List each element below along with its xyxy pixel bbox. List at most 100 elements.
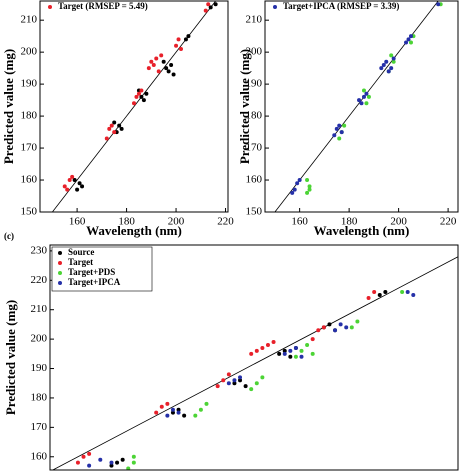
x-tick-label: 160 bbox=[69, 216, 86, 228]
point bbox=[98, 457, 103, 462]
point bbox=[400, 290, 405, 295]
y-tick-label: 200 bbox=[21, 46, 38, 58]
y-tick-label: 180 bbox=[21, 110, 38, 122]
panel-label: (c) bbox=[4, 231, 14, 241]
point bbox=[295, 181, 300, 186]
point bbox=[404, 40, 409, 45]
point bbox=[136, 91, 141, 96]
y-tick-label: 180 bbox=[246, 110, 263, 122]
point bbox=[316, 328, 321, 333]
point bbox=[406, 37, 411, 42]
point bbox=[87, 463, 92, 468]
point bbox=[139, 94, 144, 99]
point bbox=[139, 88, 144, 93]
point bbox=[389, 66, 394, 71]
point bbox=[203, 8, 208, 13]
point bbox=[260, 345, 265, 350]
point bbox=[288, 348, 293, 353]
point bbox=[183, 37, 188, 42]
y-tick-label: 160 bbox=[21, 174, 38, 186]
point bbox=[307, 184, 312, 189]
point bbox=[292, 187, 297, 192]
point bbox=[132, 101, 136, 106]
legend-label: Source bbox=[68, 247, 94, 257]
y-axis-label: Predicted value (mg) bbox=[1, 49, 16, 164]
point bbox=[243, 384, 248, 389]
point bbox=[112, 120, 117, 125]
point bbox=[70, 174, 75, 179]
y-tick-label: 230 bbox=[31, 244, 48, 256]
point bbox=[366, 295, 371, 300]
x-axis-label: Wavelength (nm) bbox=[86, 223, 182, 238]
point bbox=[81, 454, 86, 459]
point bbox=[182, 413, 187, 418]
point bbox=[198, 407, 203, 412]
point bbox=[107, 126, 112, 131]
point bbox=[176, 37, 181, 42]
point bbox=[75, 187, 80, 192]
point bbox=[104, 136, 109, 141]
point bbox=[381, 62, 386, 67]
point bbox=[72, 178, 77, 183]
y-tick-label: 150 bbox=[21, 206, 38, 218]
point bbox=[80, 184, 85, 189]
legend-box bbox=[51, 246, 153, 292]
point bbox=[372, 290, 377, 295]
point bbox=[174, 43, 179, 48]
point bbox=[333, 328, 338, 333]
point bbox=[146, 66, 151, 71]
y-tick-label: 180 bbox=[31, 391, 48, 403]
point bbox=[154, 410, 159, 415]
point bbox=[321, 325, 326, 330]
point bbox=[391, 59, 396, 64]
legend-marker bbox=[48, 5, 52, 9]
point bbox=[226, 372, 231, 377]
point bbox=[109, 123, 114, 128]
x-tick-label: 220 bbox=[217, 216, 234, 228]
point bbox=[254, 348, 259, 353]
point bbox=[151, 62, 156, 67]
point bbox=[149, 59, 154, 64]
point bbox=[379, 66, 384, 71]
point bbox=[193, 413, 198, 418]
point bbox=[120, 457, 125, 462]
point bbox=[408, 34, 413, 39]
point bbox=[411, 293, 416, 297]
point bbox=[355, 319, 360, 324]
point bbox=[282, 351, 287, 356]
y-tick-label: 210 bbox=[246, 14, 263, 26]
point bbox=[337, 136, 342, 141]
plot-frame bbox=[49, 244, 459, 471]
point bbox=[337, 123, 342, 128]
point bbox=[176, 410, 181, 415]
point bbox=[208, 5, 213, 10]
legend-label: Target+IPCA bbox=[68, 277, 121, 287]
point bbox=[179, 46, 183, 51]
point bbox=[238, 375, 243, 380]
point bbox=[260, 375, 265, 380]
point bbox=[119, 126, 124, 131]
y-tick-label: 200 bbox=[31, 333, 48, 345]
y-tick-label: 160 bbox=[246, 174, 263, 186]
point bbox=[293, 354, 298, 359]
point bbox=[293, 345, 298, 350]
y-tick-label: 170 bbox=[246, 142, 263, 154]
point bbox=[327, 322, 332, 327]
point bbox=[344, 325, 349, 330]
point bbox=[339, 130, 344, 135]
point bbox=[384, 59, 389, 64]
point bbox=[377, 293, 382, 297]
point bbox=[109, 460, 114, 465]
x-tick-label: 180 bbox=[341, 216, 358, 228]
point bbox=[159, 53, 164, 58]
y-tick-label: 170 bbox=[21, 142, 38, 154]
y-axis-label: Predicted value (mg) bbox=[237, 49, 252, 164]
point bbox=[221, 378, 226, 383]
point bbox=[77, 181, 82, 186]
point bbox=[305, 178, 310, 183]
point bbox=[186, 34, 191, 39]
point bbox=[299, 348, 304, 353]
point bbox=[383, 290, 388, 295]
point bbox=[232, 378, 237, 383]
